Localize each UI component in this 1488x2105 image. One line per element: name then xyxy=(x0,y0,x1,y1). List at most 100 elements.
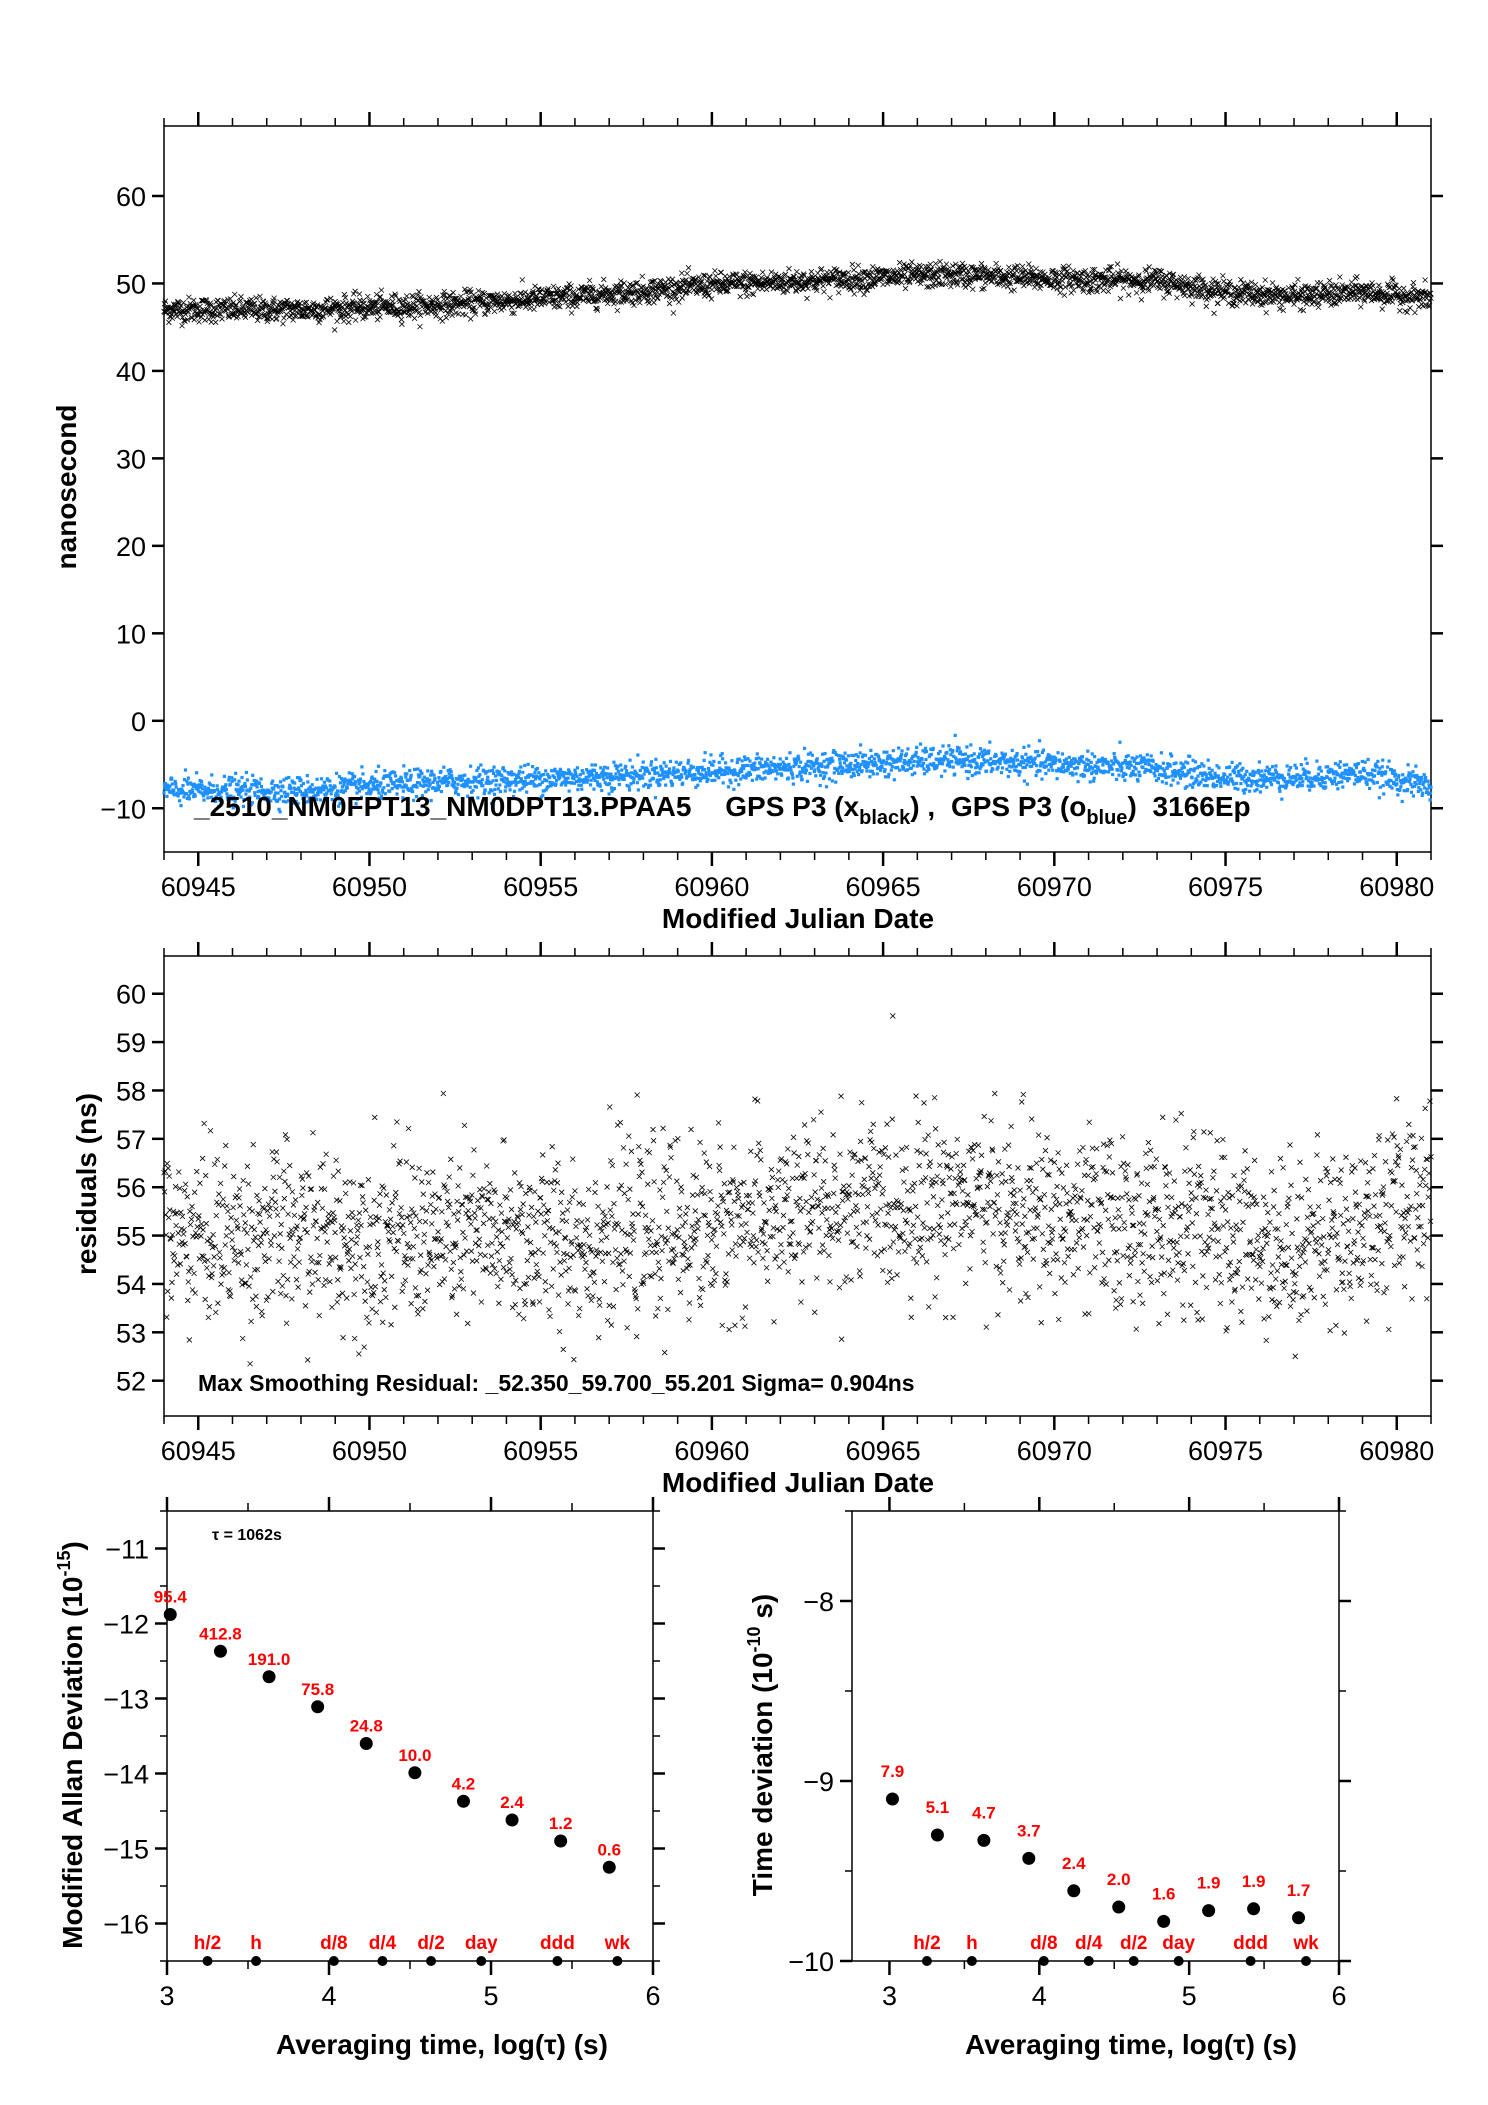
blue-series-point xyxy=(437,776,441,780)
blue-series-point xyxy=(353,775,357,779)
blue-series-point xyxy=(694,776,698,780)
blue-series-point xyxy=(668,759,673,764)
blue-series-point xyxy=(1100,756,1105,760)
black-series-point xyxy=(259,304,265,311)
blue-series-point xyxy=(503,769,507,773)
blue-series-point xyxy=(649,763,653,767)
blue-series-point xyxy=(1000,766,1005,770)
blue-series-point xyxy=(281,785,285,789)
black-series-point xyxy=(462,286,468,293)
x-tick-label: 60965 xyxy=(846,872,921,902)
black-series-point xyxy=(198,314,204,320)
black-series-point xyxy=(230,312,237,319)
blue-series-point xyxy=(513,777,518,782)
blue-series-point xyxy=(1124,772,1128,777)
blue-series-point xyxy=(808,771,812,776)
blue-series-point xyxy=(1178,776,1183,780)
blue-series-point xyxy=(887,772,891,776)
black-series-point xyxy=(1158,268,1165,275)
blue-series-point xyxy=(1189,768,1193,772)
blue-series-point xyxy=(587,773,592,777)
blue-series-point xyxy=(616,764,620,768)
black-series-point xyxy=(851,267,857,273)
blue-series-point xyxy=(1170,754,1174,758)
black-series-point xyxy=(804,295,810,302)
black-series-point xyxy=(835,289,842,296)
black-series-point xyxy=(586,277,593,284)
blue-series-point xyxy=(713,778,717,782)
black-series-point xyxy=(567,287,573,293)
blue-series-point xyxy=(1243,773,1247,777)
blue-series-point xyxy=(858,751,862,755)
blue-series-point xyxy=(392,771,397,775)
blue-series-point xyxy=(1011,764,1015,768)
black-series-point xyxy=(1326,277,1333,284)
black-series-point xyxy=(377,314,383,320)
blue-series-point xyxy=(680,775,684,779)
blue-series-point xyxy=(469,764,473,768)
blue-series-point xyxy=(626,772,631,776)
blue-series-point xyxy=(969,765,973,769)
black-series-point xyxy=(399,321,405,327)
blue-series-point xyxy=(776,772,780,776)
blue-series-point xyxy=(847,769,852,774)
blue-series-point xyxy=(868,775,872,779)
blue-series-point xyxy=(964,769,969,774)
black-series-point xyxy=(1110,271,1116,277)
blue-series-point xyxy=(869,759,873,764)
blue-series-point xyxy=(832,771,836,775)
blue-series-point xyxy=(306,780,310,784)
black-series-point xyxy=(334,318,340,325)
y-tick-label: 20 xyxy=(116,532,146,562)
blue-series-point xyxy=(199,780,204,784)
blue-series-point xyxy=(1187,770,1191,775)
blue-series-point xyxy=(347,771,351,775)
blue-series-point xyxy=(187,797,191,801)
black-series-point xyxy=(444,310,451,317)
blue-series-point xyxy=(442,765,446,769)
blue-series-point xyxy=(912,759,916,764)
blue-series-point xyxy=(898,759,902,763)
black-series-point xyxy=(1404,309,1410,316)
blue-series-point xyxy=(174,782,178,786)
black-series-point xyxy=(805,285,811,292)
blue-series-point xyxy=(186,776,190,780)
black-series-point xyxy=(584,286,591,292)
black-series-point xyxy=(222,301,229,307)
blue-series-point xyxy=(969,743,973,747)
black-series-point xyxy=(562,299,569,305)
blue-series-point xyxy=(721,757,725,761)
black-series-point xyxy=(396,296,402,303)
black-series-point xyxy=(1120,285,1127,291)
blue-series-point xyxy=(823,752,827,756)
blue-series-point xyxy=(913,771,917,775)
black-series-point xyxy=(491,295,497,302)
blue-series-point xyxy=(447,780,451,784)
blue-series-point xyxy=(530,765,535,769)
blue-series-point xyxy=(424,783,428,787)
blue-series-point xyxy=(565,780,569,785)
blue-series-point xyxy=(745,763,750,768)
black-series-point xyxy=(561,296,568,303)
black-series-point xyxy=(184,317,191,323)
blue-series-point xyxy=(172,788,176,793)
blue-series-point xyxy=(802,746,807,750)
black-series-point xyxy=(364,293,371,300)
blue-series-point xyxy=(386,783,390,787)
black-series-point xyxy=(216,311,222,317)
blue-series-point xyxy=(1161,761,1165,765)
black-series-point xyxy=(468,298,475,305)
blue-series-point xyxy=(1082,774,1086,778)
black-series-point xyxy=(352,288,358,295)
blue-series-point xyxy=(667,767,672,771)
black-series-point xyxy=(670,310,677,316)
blue-series-point xyxy=(1151,759,1155,763)
black-series-point xyxy=(190,297,197,304)
black-series-point xyxy=(417,323,423,330)
black-series-point xyxy=(251,300,258,307)
black-series-point xyxy=(378,287,385,293)
black-series-point xyxy=(410,294,416,300)
blue-series-point xyxy=(404,775,408,779)
black-series-point xyxy=(568,310,575,316)
black-series-point xyxy=(331,327,338,333)
